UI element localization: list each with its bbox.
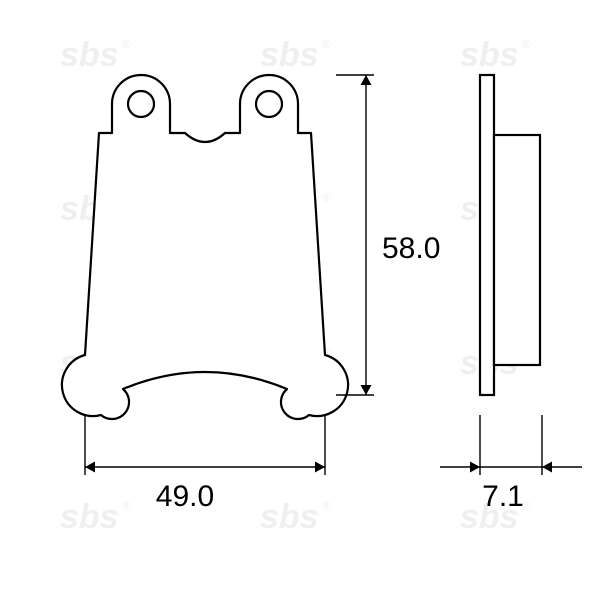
svg-text:sbs: sbs [260,498,319,536]
svg-text:sbs: sbs [260,36,319,74]
dim-height-label: 58.0 [382,232,440,266]
dim-width-label: 49.0 [145,480,225,514]
svg-text:sbs: sbs [60,498,119,536]
svg-text:®: ® [322,37,331,51]
svg-text:sbs: sbs [460,36,519,74]
svg-text:®: ® [122,499,131,513]
svg-text:sbs: sbs [60,36,119,74]
svg-text:®: ® [122,37,131,51]
svg-text:®: ® [322,499,331,513]
svg-text:®: ® [322,191,331,205]
dim-thickness-label: 7.1 [473,480,533,514]
svg-text:®: ® [522,37,531,51]
